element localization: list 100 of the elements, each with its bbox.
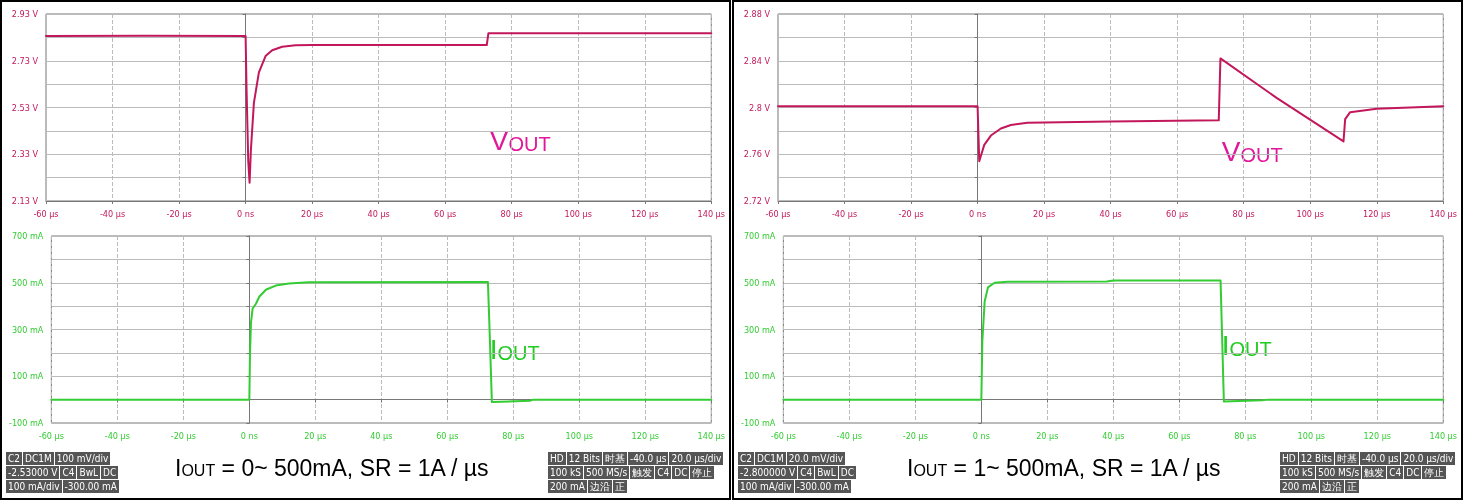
x-tick-label: 40 µs: [1099, 208, 1122, 219]
x-tick-label: 140 µs: [1429, 430, 1458, 441]
x-tick-label: 120 µs: [1363, 208, 1391, 219]
text: 20.0 µs/div: [669, 452, 724, 465]
x-tick-label: 80 µs: [502, 430, 525, 441]
x-tick-label: 140 µs: [697, 430, 726, 441]
text: 停止: [690, 466, 715, 479]
y-tick-label: -100 mA: [740, 418, 776, 428]
text: C4: [60, 466, 77, 479]
y-tick-label: 2.33 V: [11, 149, 39, 160]
y-tick-label: 2.88 V: [743, 9, 771, 19]
y-tick-label: 2.93 V: [11, 9, 39, 19]
y-tick-label: 700 mA: [11, 231, 44, 241]
x-tick-label: 20 µs: [304, 430, 327, 441]
text: BwL: [815, 466, 838, 479]
line-series: [45, 32, 713, 184]
line-series: [50, 281, 713, 403]
x-tick-label: -40 µs: [836, 430, 862, 441]
text: DC: [838, 466, 856, 479]
text: C4: [798, 466, 815, 479]
y-tick-label: 100 mA: [11, 371, 44, 382]
line-series: [777, 57, 1445, 163]
text: DC: [1404, 466, 1422, 479]
text: 正: [1344, 480, 1359, 493]
x-tick-label: 60 µs: [1166, 208, 1189, 219]
x-tick-label: 120 µs: [1363, 430, 1392, 441]
text: DC: [672, 466, 690, 479]
x-tick-label: 20 µs: [301, 208, 324, 219]
y-tick-label: 2.72 V: [743, 196, 771, 206]
text: -40.0 µs: [1359, 452, 1401, 465]
text: 100 kS: [548, 466, 583, 479]
x-tick-label: 20 µs: [1033, 208, 1056, 219]
x-tick-label: 40 µs: [370, 430, 393, 441]
x-tick-label: 100 µs: [1296, 208, 1324, 219]
y-tick-label: 500 mA: [743, 277, 776, 288]
text: 边沿: [1319, 480, 1344, 493]
text: -300.00 mA: [794, 480, 852, 493]
x-tick-label: -20 µs: [166, 208, 192, 219]
text: 20.0 µs/div: [1401, 452, 1456, 465]
y-tick-label: 2.13 V: [11, 196, 39, 206]
x-tick-label: 60 µs: [434, 208, 457, 219]
text: 200 mA: [1280, 480, 1319, 493]
x-tick-label: -40 µs: [831, 208, 858, 219]
x-tick-label: -60 µs: [33, 208, 59, 219]
text: 时基: [602, 452, 627, 465]
text: 边沿: [587, 480, 612, 493]
x-tick-label: 20 µs: [1036, 430, 1059, 441]
text: 100 mA/div: [6, 480, 62, 493]
text: BwL: [77, 466, 101, 479]
x-tick-label: -20 µs: [898, 208, 924, 219]
text: C2: [738, 452, 755, 465]
y-tick-label: 2.73 V: [11, 55, 39, 66]
x-tick-label: -60 µs: [765, 208, 791, 219]
x-tick-label: 40 µs: [1102, 430, 1125, 441]
text: 20.0 mV/div: [786, 452, 846, 465]
text: DC1M: [755, 452, 786, 465]
text: 500 MS/s: [583, 466, 630, 479]
y-tick-label: 2.84 V: [743, 55, 771, 66]
x-tick-label: 140 µs: [1429, 208, 1458, 219]
y-tick-label: 100 mA: [743, 371, 776, 382]
x-tick-label: 100 µs: [565, 430, 594, 441]
x-tick-label: 0 ns: [237, 208, 255, 219]
x-tick-label: 0 ns: [240, 430, 258, 441]
text: 100 mV/div: [54, 452, 111, 465]
x-tick-label: 40 µs: [367, 208, 390, 219]
x-tick-label: 0 ns: [969, 208, 987, 219]
y-tick-label: 300 mA: [11, 324, 44, 335]
y-tick-label: 2.76 V: [743, 149, 771, 160]
text: -2.800000 V: [738, 466, 798, 479]
y-tick-label: 300 mA: [743, 324, 776, 335]
x-tick-label: -40 µs: [104, 430, 130, 441]
text: 正: [612, 480, 627, 493]
text: HD: [548, 452, 566, 465]
x-tick-label: 60 µs: [436, 430, 459, 441]
text: 12 Bits: [566, 452, 602, 465]
x-tick-label: 80 µs: [1234, 430, 1257, 441]
x-tick-label: 120 µs: [631, 208, 659, 219]
text: 时基: [1334, 452, 1359, 465]
x-tick-label: 120 µs: [631, 430, 660, 441]
x-tick-label: -20 µs: [902, 430, 928, 441]
x-tick-label: 60 µs: [1168, 430, 1191, 441]
text: 100 mA/div: [738, 480, 794, 493]
text: 触发: [1362, 466, 1387, 479]
text: DC: [101, 466, 119, 479]
y-tick-label: 2.53 V: [11, 102, 39, 113]
text: -2.53000 V: [6, 466, 60, 479]
text: 触发: [630, 466, 655, 479]
text: 停止: [1422, 466, 1447, 479]
text: 100 kS: [1280, 466, 1315, 479]
text: DC1M: [23, 452, 54, 465]
x-tick-label: 100 µs: [1297, 430, 1326, 441]
text: 500 MS/s: [1315, 466, 1362, 479]
x-tick-label: -40 µs: [99, 208, 126, 219]
x-tick-label: -60 µs: [38, 430, 64, 441]
y-tick-label: 500 mA: [11, 277, 44, 288]
text: 12 Bits: [1298, 452, 1334, 465]
text: -40.0 µs: [627, 452, 669, 465]
y-tick-label: 700 mA: [743, 231, 776, 241]
text: -300.00 mA: [62, 480, 120, 493]
text: HD: [1280, 452, 1298, 465]
